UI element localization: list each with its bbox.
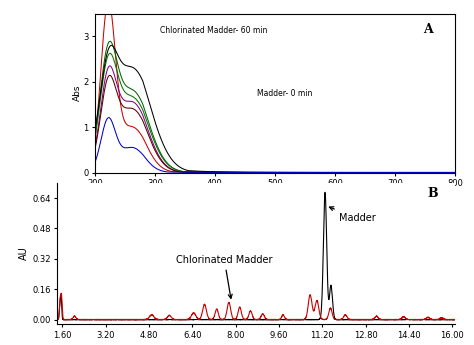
Y-axis label: Abs: Abs [73, 85, 82, 101]
Text: A: A [423, 23, 432, 36]
Y-axis label: AU: AU [19, 247, 29, 260]
X-axis label: Wavelength (nm): Wavelength (nm) [236, 193, 314, 202]
Text: Chlorinated Madder- 60 min: Chlorinated Madder- 60 min [160, 26, 267, 35]
Text: Madder: Madder [329, 207, 375, 223]
Text: B: B [427, 187, 438, 200]
Text: Chlorinated Madder: Chlorinated Madder [176, 255, 273, 298]
Text: Madder- 0 min: Madder- 0 min [257, 89, 312, 98]
